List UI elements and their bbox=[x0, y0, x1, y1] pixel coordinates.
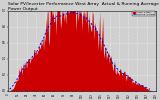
Legend: Actual Output, Running Average: Actual Output, Running Average bbox=[132, 11, 156, 16]
Text: Solar PV/Inverter Performance West Array  Actual & Running Average Power Output: Solar PV/Inverter Performance West Array… bbox=[8, 2, 159, 11]
